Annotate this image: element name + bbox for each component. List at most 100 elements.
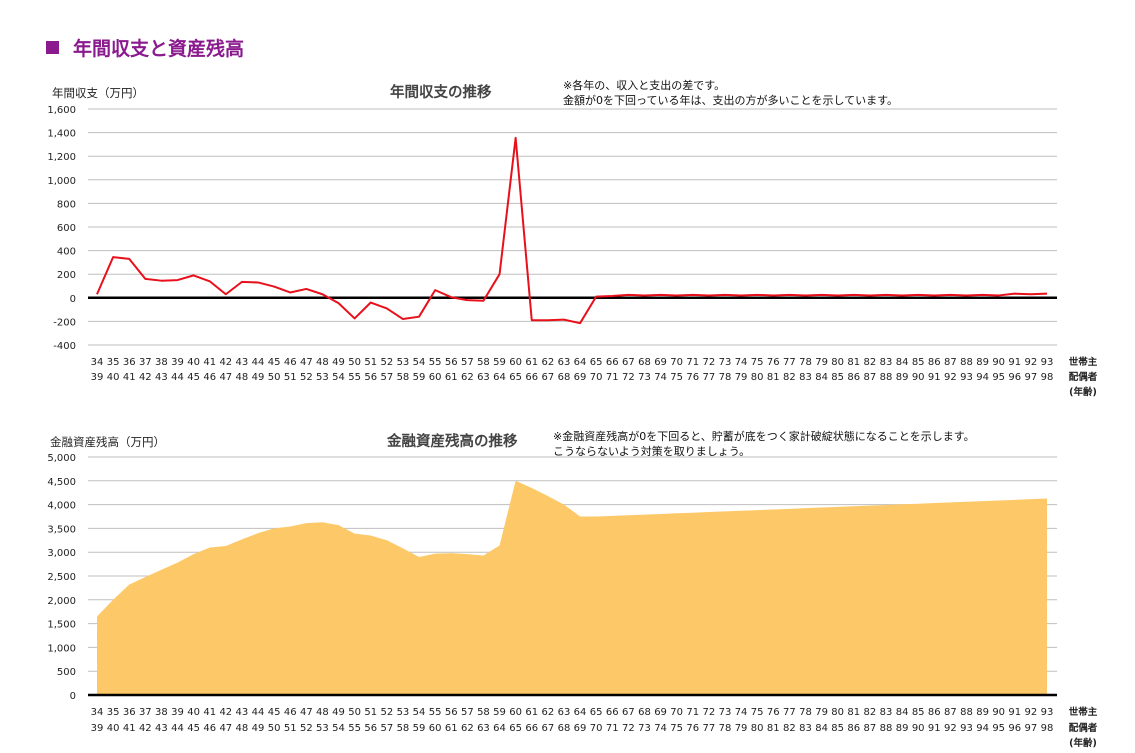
x-tick-label-spouse: 84: [815, 723, 828, 734]
y-tick-label: 4,000: [47, 501, 76, 512]
x-tick-label-head: 64: [574, 357, 587, 368]
x-tick-label-spouse: 47: [219, 723, 232, 734]
x-tick-label-head: 35: [107, 357, 120, 368]
x-tick-label-head: 36: [123, 707, 136, 718]
x-tick-label-head: 93: [1041, 357, 1054, 368]
x-tick-label-head: 52: [380, 707, 393, 718]
x-axis-label-spouse: 配偶者: [1069, 722, 1098, 734]
x-tick-label-head: 45: [268, 707, 281, 718]
x-tick-label-head: 52: [380, 357, 393, 368]
y-tick-label: 2,500: [47, 572, 76, 583]
x-tick-label-head: 43: [236, 357, 249, 368]
x-tick-label-head: 74: [735, 707, 748, 718]
x-tick-label-head: 53: [397, 707, 410, 718]
x-tick-label-head: 42: [219, 357, 232, 368]
x-tick-label-spouse: 97: [1025, 723, 1038, 734]
page-title: 年間収支と資産残高: [46, 34, 244, 61]
x-tick-label-spouse: 65: [509, 372, 522, 383]
x-tick-label-head: 76: [767, 357, 780, 368]
x-tick-label-spouse: 63: [477, 372, 490, 383]
y-tick-label: 1,200: [47, 152, 76, 163]
x-tick-label-spouse: 73: [638, 723, 651, 734]
x-tick-label-spouse: 46: [203, 372, 216, 383]
x-tick-label-spouse: 54: [332, 372, 345, 383]
y-tick-label: 3,500: [47, 524, 76, 535]
x-tick-label-head: 50: [348, 357, 361, 368]
x-tick-label-head: 87: [944, 707, 957, 718]
y-tick-label: 500: [57, 667, 76, 678]
x-tick-label-spouse: 75: [670, 372, 683, 383]
x-tick-label-spouse: 70: [590, 372, 603, 383]
x-tick-label-head: 53: [397, 357, 410, 368]
x-tick-label-head: 69: [654, 357, 667, 368]
x-tick-label-head: 78: [799, 357, 812, 368]
line-series: [96, 136, 1048, 325]
y-tick-label: 1,600: [47, 105, 76, 116]
y-tick-label: -200: [53, 317, 76, 328]
x-tick-label-head: 79: [815, 707, 828, 718]
x-tick-label-spouse: 89: [896, 372, 909, 383]
x-tick-label-head: 88: [960, 357, 973, 368]
x-tick-label-head: 66: [606, 707, 619, 718]
x-tick-label-head: 57: [461, 707, 474, 718]
x-tick-label-head: 77: [783, 707, 796, 718]
x-tick-label-head: 34: [91, 357, 104, 368]
x-tick-label-spouse: 42: [139, 372, 152, 383]
x-tick-label-spouse: 39: [91, 723, 104, 734]
x-tick-label-spouse: 88: [880, 372, 893, 383]
y-tick-label: 1,000: [47, 643, 76, 654]
x-tick-label-head: 59: [493, 357, 506, 368]
x-tick-label-head: 74: [735, 357, 748, 368]
chart-2: 金融資産残高（万円） 金融資産残高の推移 ※金融資産残高が0を下回ると、貯蓄が底をつ…: [47, 429, 1097, 749]
x-tick-label-head: 61: [525, 357, 538, 368]
x-tick-label-head: 85: [912, 357, 925, 368]
x-tick-label-head: 89: [976, 357, 989, 368]
x-tick-label-spouse: 76: [686, 372, 699, 383]
x-tick-label-spouse: 64: [493, 723, 506, 734]
x-tick-label-spouse: 50: [268, 372, 281, 383]
x-tick-label-head: 55: [429, 357, 442, 368]
x-tick-label-spouse: 77: [702, 723, 715, 734]
x-tick-label-spouse: 46: [203, 723, 216, 734]
x-tick-label-spouse: 82: [783, 723, 796, 734]
x-tick-label-spouse: 88: [880, 723, 893, 734]
x-tick-label-spouse: 55: [348, 372, 361, 383]
x-tick-label-spouse: 72: [622, 723, 635, 734]
x-tick-label-spouse: 97: [1025, 372, 1038, 383]
x-tick-label-spouse: 78: [719, 372, 732, 383]
x-tick-label-spouse: 44: [171, 372, 184, 383]
y-tick-label: 1,000: [47, 176, 76, 187]
x-tick-label-spouse: 50: [268, 723, 281, 734]
x-tick-label-spouse: 60: [429, 372, 442, 383]
x-tick-label-head: 42: [219, 707, 232, 718]
x-axis-label-head: 世帯主: [1069, 706, 1098, 718]
x-axis-label-spouse: 配偶者: [1069, 371, 1098, 383]
x-tick-label-head: 40: [187, 707, 200, 718]
x-tick-label-spouse: 74: [654, 723, 667, 734]
x-tick-label-head: 34: [91, 707, 104, 718]
x-tick-label-spouse: 80: [751, 723, 764, 734]
x-tick-label-spouse: 48: [236, 372, 249, 383]
x-tick-label-spouse: 92: [944, 372, 957, 383]
x-tick-label-head: 91: [1008, 707, 1021, 718]
x-tick-label-spouse: 49: [252, 372, 265, 383]
x-axis-label-unit: (年齢): [1069, 386, 1097, 398]
x-tick-label-head: 81: [847, 357, 860, 368]
x-tick-label-head: 48: [316, 357, 329, 368]
x-tick-label-head: 85: [912, 707, 925, 718]
x-tick-label-spouse: 43: [155, 372, 168, 383]
x-tick-label-head: 62: [541, 707, 554, 718]
x-tick-label-spouse: 98: [1041, 723, 1054, 734]
x-tick-label-spouse: 48: [236, 723, 249, 734]
x-tick-label-head: 65: [590, 707, 603, 718]
chart-title: 金融資産残高の推移: [386, 432, 518, 450]
x-tick-label-spouse: 49: [252, 723, 265, 734]
chart-title: 年間収支の推移: [390, 83, 492, 101]
y-tick-label: 400: [57, 247, 76, 258]
x-tick-label-spouse: 72: [622, 372, 635, 383]
x-tick-label-head: 90: [992, 357, 1005, 368]
x-tick-label-spouse: 95: [992, 723, 1005, 734]
x-tick-label-spouse: 89: [896, 723, 909, 734]
x-tick-label-spouse: 79: [735, 372, 748, 383]
y-tick-label: 3,000: [47, 548, 76, 559]
